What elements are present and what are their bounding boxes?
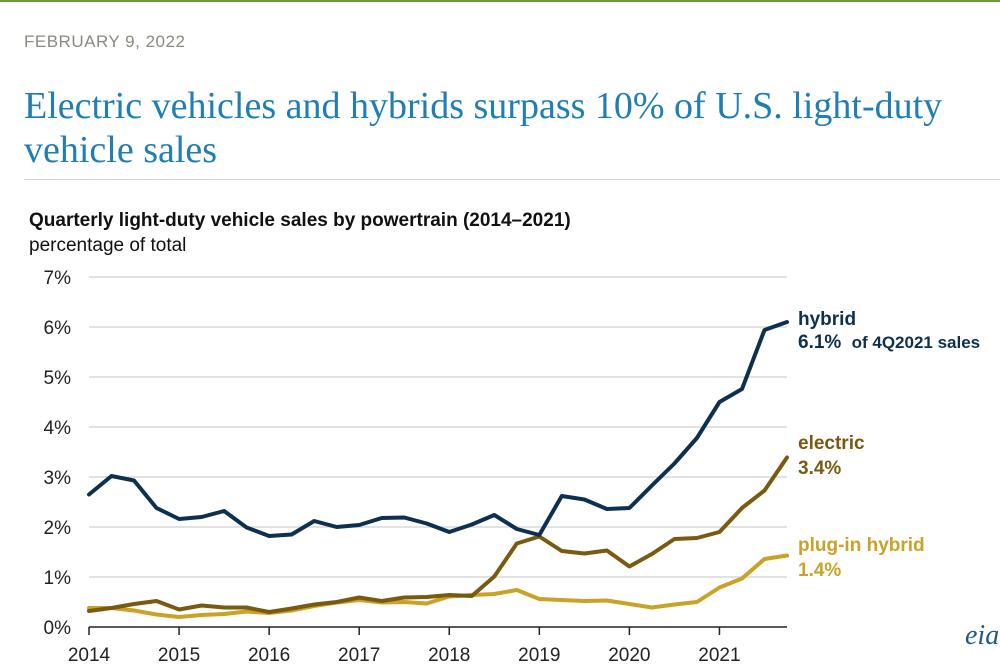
eia-logo: eia [965, 620, 1000, 651]
series-line-plugin [87, 553, 789, 619]
top-rule [0, 0, 1000, 2]
chart-y-label: percentage of total [29, 235, 187, 256]
y-tick-label: 7% [44, 268, 72, 289]
y-tick-label: 4% [44, 418, 72, 439]
y-tick-label: 2% [44, 518, 72, 539]
y-tick-label: 6% [44, 318, 72, 339]
series-label-plugin: plug-in hybrid [798, 535, 925, 556]
y-axis-ticks: 0% 1% 2% 3% 4% 5% 6% 7% [44, 268, 72, 639]
chart-series-lines [87, 320, 789, 619]
x-tick-label: 2015 [158, 645, 200, 665]
series-line-electric [87, 455, 789, 614]
series-line-hybrid [87, 320, 789, 538]
headline-divider [24, 179, 1000, 180]
y-tick-label: 1% [44, 568, 72, 589]
series-note-hybrid: of 4Q2021 sales [852, 333, 981, 352]
x-tick-label: 2014 [68, 645, 111, 665]
y-tick-label: 5% [44, 368, 72, 389]
x-tick-label: 2019 [518, 645, 560, 665]
series-label-hybrid: hybrid [798, 309, 856, 330]
series-label-electric: electric [798, 433, 865, 454]
x-tick-label: 2021 [698, 645, 740, 665]
x-axis: 2014 2015 2016 2017 2018 2019 2020 2021 [68, 626, 787, 665]
chart-title: Quarterly light-duty vehicle sales by po… [29, 210, 571, 231]
series-value-electric: 3.4% [798, 458, 841, 479]
page-headline: Electric vehicles and hybrids surpass 10… [24, 85, 943, 171]
y-tick-label: 0% [44, 618, 72, 639]
series-value-hybrid: 6.1% of 4Q2021 sales [798, 332, 980, 353]
y-tick-label: 3% [44, 468, 72, 489]
publication-date: FEBRUARY 9, 2022 [24, 32, 186, 51]
x-tick-label: 2018 [428, 645, 470, 665]
x-tick-label: 2017 [338, 645, 380, 665]
series-labels: hybrid 6.1% of 4Q2021 sales electric 3.4… [798, 309, 980, 581]
x-tick-label: 2020 [608, 645, 650, 665]
chart-gridlines [89, 276, 787, 578]
series-value-plugin: 1.4% [798, 560, 841, 581]
x-tick-label: 2016 [248, 645, 290, 665]
